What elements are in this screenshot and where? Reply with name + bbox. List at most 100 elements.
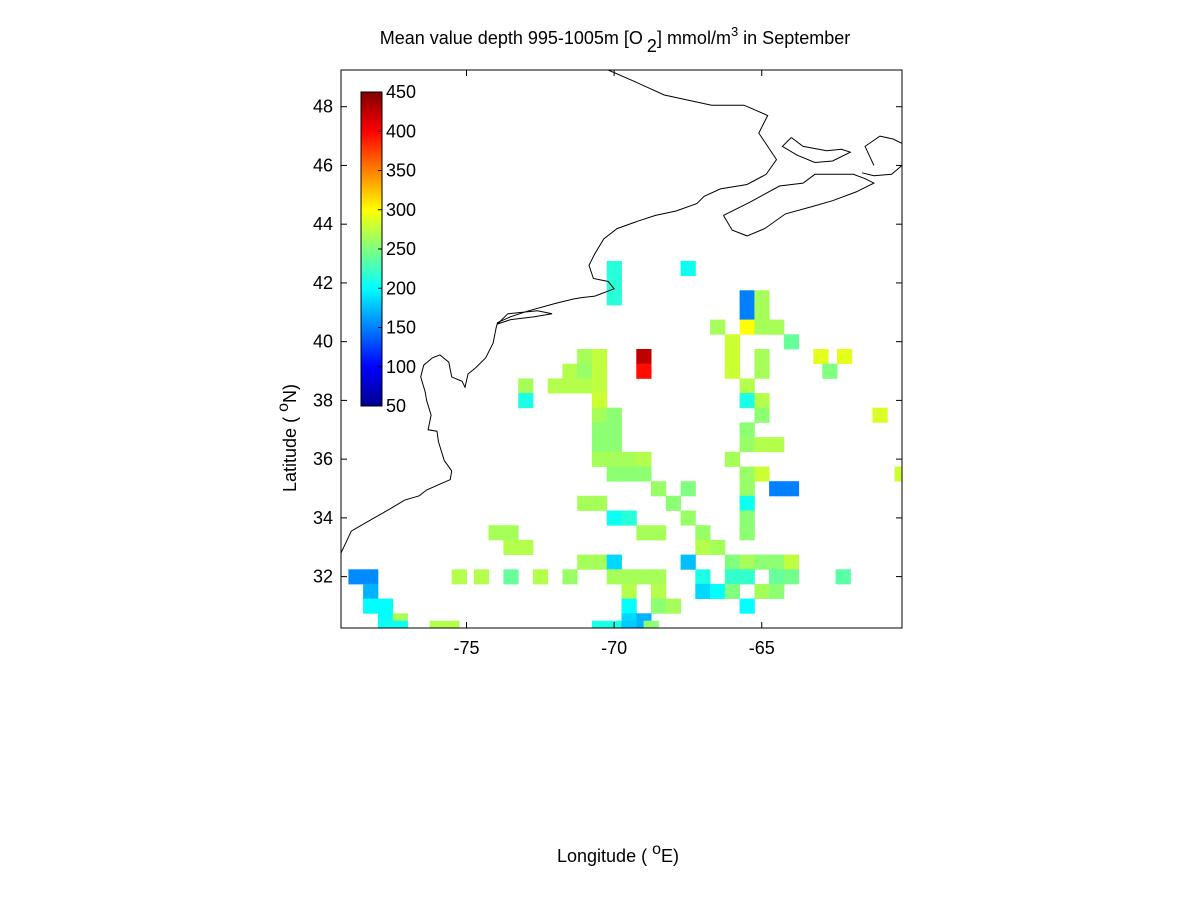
- heatmap-cell: [547, 378, 563, 394]
- y-label-pre: Latitude (: [280, 412, 300, 492]
- heatmap-cell: [769, 481, 785, 497]
- coastline: [864, 135, 902, 166]
- heatmap-cell: [473, 569, 490, 585]
- y-tick-label: 48: [313, 97, 333, 117]
- heatmap-cell: [444, 620, 460, 628]
- heatmap-cell: [518, 539, 534, 555]
- heatmap-cell: [710, 539, 726, 555]
- heatmap-cell: [754, 554, 770, 570]
- heatmap-cell: [636, 569, 652, 585]
- heatmap-cell: [562, 378, 578, 394]
- x-label-degree: o: [652, 841, 661, 858]
- colorbar-tick-label: 100: [386, 357, 416, 377]
- heatmap-cell: [754, 466, 770, 482]
- heatmap-cell: [724, 569, 740, 585]
- heatmap-cell: [577, 378, 593, 394]
- colorbar-tick-label: 200: [386, 278, 416, 298]
- heatmap-cell: [532, 569, 549, 585]
- heatmap-cell: [592, 437, 608, 453]
- heatmap-cell: [680, 510, 696, 526]
- heatmap-cell: [754, 437, 770, 453]
- heatmap-cell: [739, 393, 755, 409]
- heatmap-cell: [363, 598, 379, 614]
- heatmap-cell: [724, 349, 740, 365]
- colorbar-tick-label: 50: [386, 396, 406, 416]
- coastline: [497, 310, 553, 325]
- heatmap-cell: [606, 437, 622, 453]
- heatmap-cell: [577, 495, 593, 511]
- heatmap-cell: [503, 569, 519, 585]
- heatmap-cell: [577, 349, 593, 365]
- heatmap-cell: [754, 290, 770, 306]
- heatmap-cell: [592, 393, 608, 409]
- heatmap-cell: [562, 569, 578, 585]
- heatmap-cell: [739, 437, 755, 453]
- heatmap-cell: [724, 583, 740, 599]
- heatmap-cell: [606, 260, 622, 276]
- x-label-pre: Longitude (: [557, 846, 652, 866]
- heatmap-cell: [636, 349, 652, 365]
- colorbar-tick-label: 350: [386, 161, 416, 181]
- x-label-post: E): [661, 846, 679, 866]
- heatmap-cell: [783, 334, 800, 350]
- heatmap-cell: [606, 451, 622, 467]
- colorbar-tick-label: 250: [386, 239, 416, 259]
- y-tick-label: 34: [313, 508, 333, 528]
- heatmap-cell: [621, 583, 637, 599]
- y-tick-label: 32: [313, 567, 333, 587]
- heatmap-cell: [592, 554, 608, 570]
- heatmap-cell: [636, 363, 652, 379]
- heatmap-cell: [724, 334, 740, 350]
- heatmap-cell: [606, 275, 622, 291]
- heatmap-cell: [680, 481, 696, 497]
- colorbar-tick-label: 400: [386, 121, 416, 141]
- title-superscript: 3: [731, 24, 738, 39]
- coastline: [781, 137, 852, 164]
- plot-frame: [340, 69, 903, 629]
- heatmap-cell: [621, 451, 637, 467]
- y-label-degree: o: [275, 403, 292, 412]
- heatmap-cell: [429, 620, 445, 628]
- x-tick-label: -75: [453, 638, 479, 658]
- heatmap-cell: [710, 319, 726, 335]
- coastline-layer: [341, 70, 902, 554]
- heatmap-cell: [621, 569, 637, 585]
- heatmap-cell: [680, 554, 696, 570]
- heatmap-cell: [503, 525, 519, 541]
- heatmap-cell: [606, 569, 622, 585]
- heatmap-cell: [739, 378, 755, 394]
- heatmap-cell: [769, 437, 785, 453]
- title-tail: in September: [738, 28, 850, 48]
- heatmap-cells: [348, 260, 902, 628]
- heatmap-cell: [606, 466, 622, 482]
- heatmap-cell: [488, 525, 504, 541]
- heatmap-cell: [754, 393, 770, 409]
- heatmap-cell: [592, 495, 608, 511]
- heatmap-cell: [636, 451, 652, 467]
- heatmap-cell: [651, 569, 667, 585]
- colorbar: 50 100 150 200 250 300 350 400 450: [360, 82, 416, 416]
- heatmap-cell: [503, 539, 519, 555]
- heatmap-cell: [894, 466, 902, 482]
- heatmap-cell: [739, 481, 755, 497]
- heatmap-cell: [837, 349, 853, 365]
- heatmap-cell: [651, 525, 667, 541]
- heatmap-cell: [377, 620, 394, 628]
- heatmap-cell: [348, 569, 364, 585]
- chart-title: Mean value depth 995-1005m [O 2] mmol/m3 …: [380, 24, 850, 56]
- heatmap-cell: [695, 539, 711, 555]
- heatmap-cell: [377, 598, 394, 614]
- heatmap-cell: [621, 620, 637, 628]
- heatmap-cell: [739, 510, 755, 526]
- y-axis-ticks: 32 34 36 38 40 42 44 46 48: [313, 97, 902, 587]
- heatmap-cell: [621, 598, 637, 614]
- heatmap-cell: [710, 583, 726, 599]
- heatmap-cell: [754, 349, 770, 365]
- y-tick-label: 44: [313, 214, 333, 234]
- heatmap-cell: [739, 554, 755, 570]
- title-units: ] mmol/m: [657, 28, 731, 48]
- heatmap-cell: [606, 290, 622, 306]
- y-tick-label: 38: [313, 390, 333, 410]
- heatmap-cell: [606, 510, 622, 526]
